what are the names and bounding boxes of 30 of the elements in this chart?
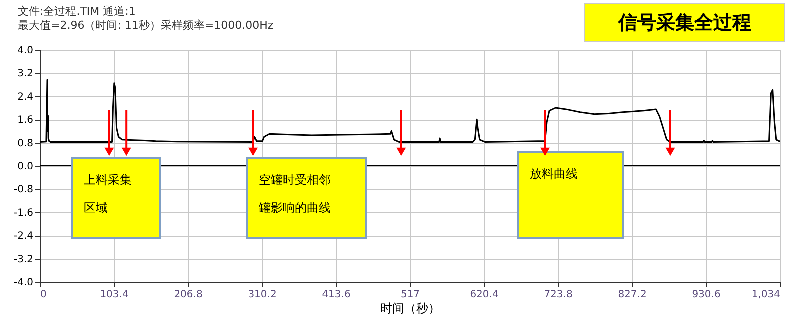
x-tick-label: 827.2 bbox=[618, 290, 647, 300]
y-tick-label: -0.8 bbox=[14, 184, 34, 196]
y-tick-label: 1.6 bbox=[18, 115, 34, 126]
annotation: 空罐时受相邻罐影响的曲线 bbox=[259, 173, 331, 215]
x-tick-label: 620.4 bbox=[470, 290, 499, 300]
x-tick-label: 1,034 bbox=[752, 290, 780, 300]
y-tick-label: 2.4 bbox=[18, 92, 34, 103]
text: 文件:全过程.TIM 通道:1 bbox=[18, 5, 136, 18]
y-tick-label: -4.0 bbox=[14, 278, 34, 288]
annotation: 上料采集区域 bbox=[84, 173, 132, 215]
text: 最大值=2.96（时间: 11秒）采样频率=1000.00Hz bbox=[18, 19, 274, 32]
y-tick-label: -2.4 bbox=[14, 231, 34, 242]
annotation: 放料曲线 bbox=[530, 167, 578, 181]
y-tick-label: -3.2 bbox=[14, 254, 34, 266]
x-tick-label: 103.4 bbox=[100, 290, 129, 300]
y-tick-label: 4.0 bbox=[18, 46, 34, 56]
x-tick-label: 0 bbox=[40, 290, 47, 300]
chart-title: 信号采集全过程 bbox=[618, 12, 752, 34]
x-axis-title: 时间（秒） bbox=[380, 302, 440, 316]
y-tick-label: 0.0 bbox=[18, 162, 34, 172]
y-tick-label: 3.2 bbox=[18, 68, 34, 80]
x-tick-label: 310.2 bbox=[248, 290, 277, 300]
y-tick-label: 0.8 bbox=[18, 138, 34, 150]
x-tick-label: 413.6 bbox=[322, 290, 351, 300]
x-tick-label: 517 bbox=[400, 290, 420, 300]
x-tick-label: 930.6 bbox=[692, 290, 721, 300]
line-series bbox=[39, 79, 781, 143]
y-tick-label: -1.6 bbox=[14, 208, 34, 219]
x-tick-label: 206.8 bbox=[174, 290, 203, 300]
x-tick-label: 723.8 bbox=[544, 290, 573, 300]
